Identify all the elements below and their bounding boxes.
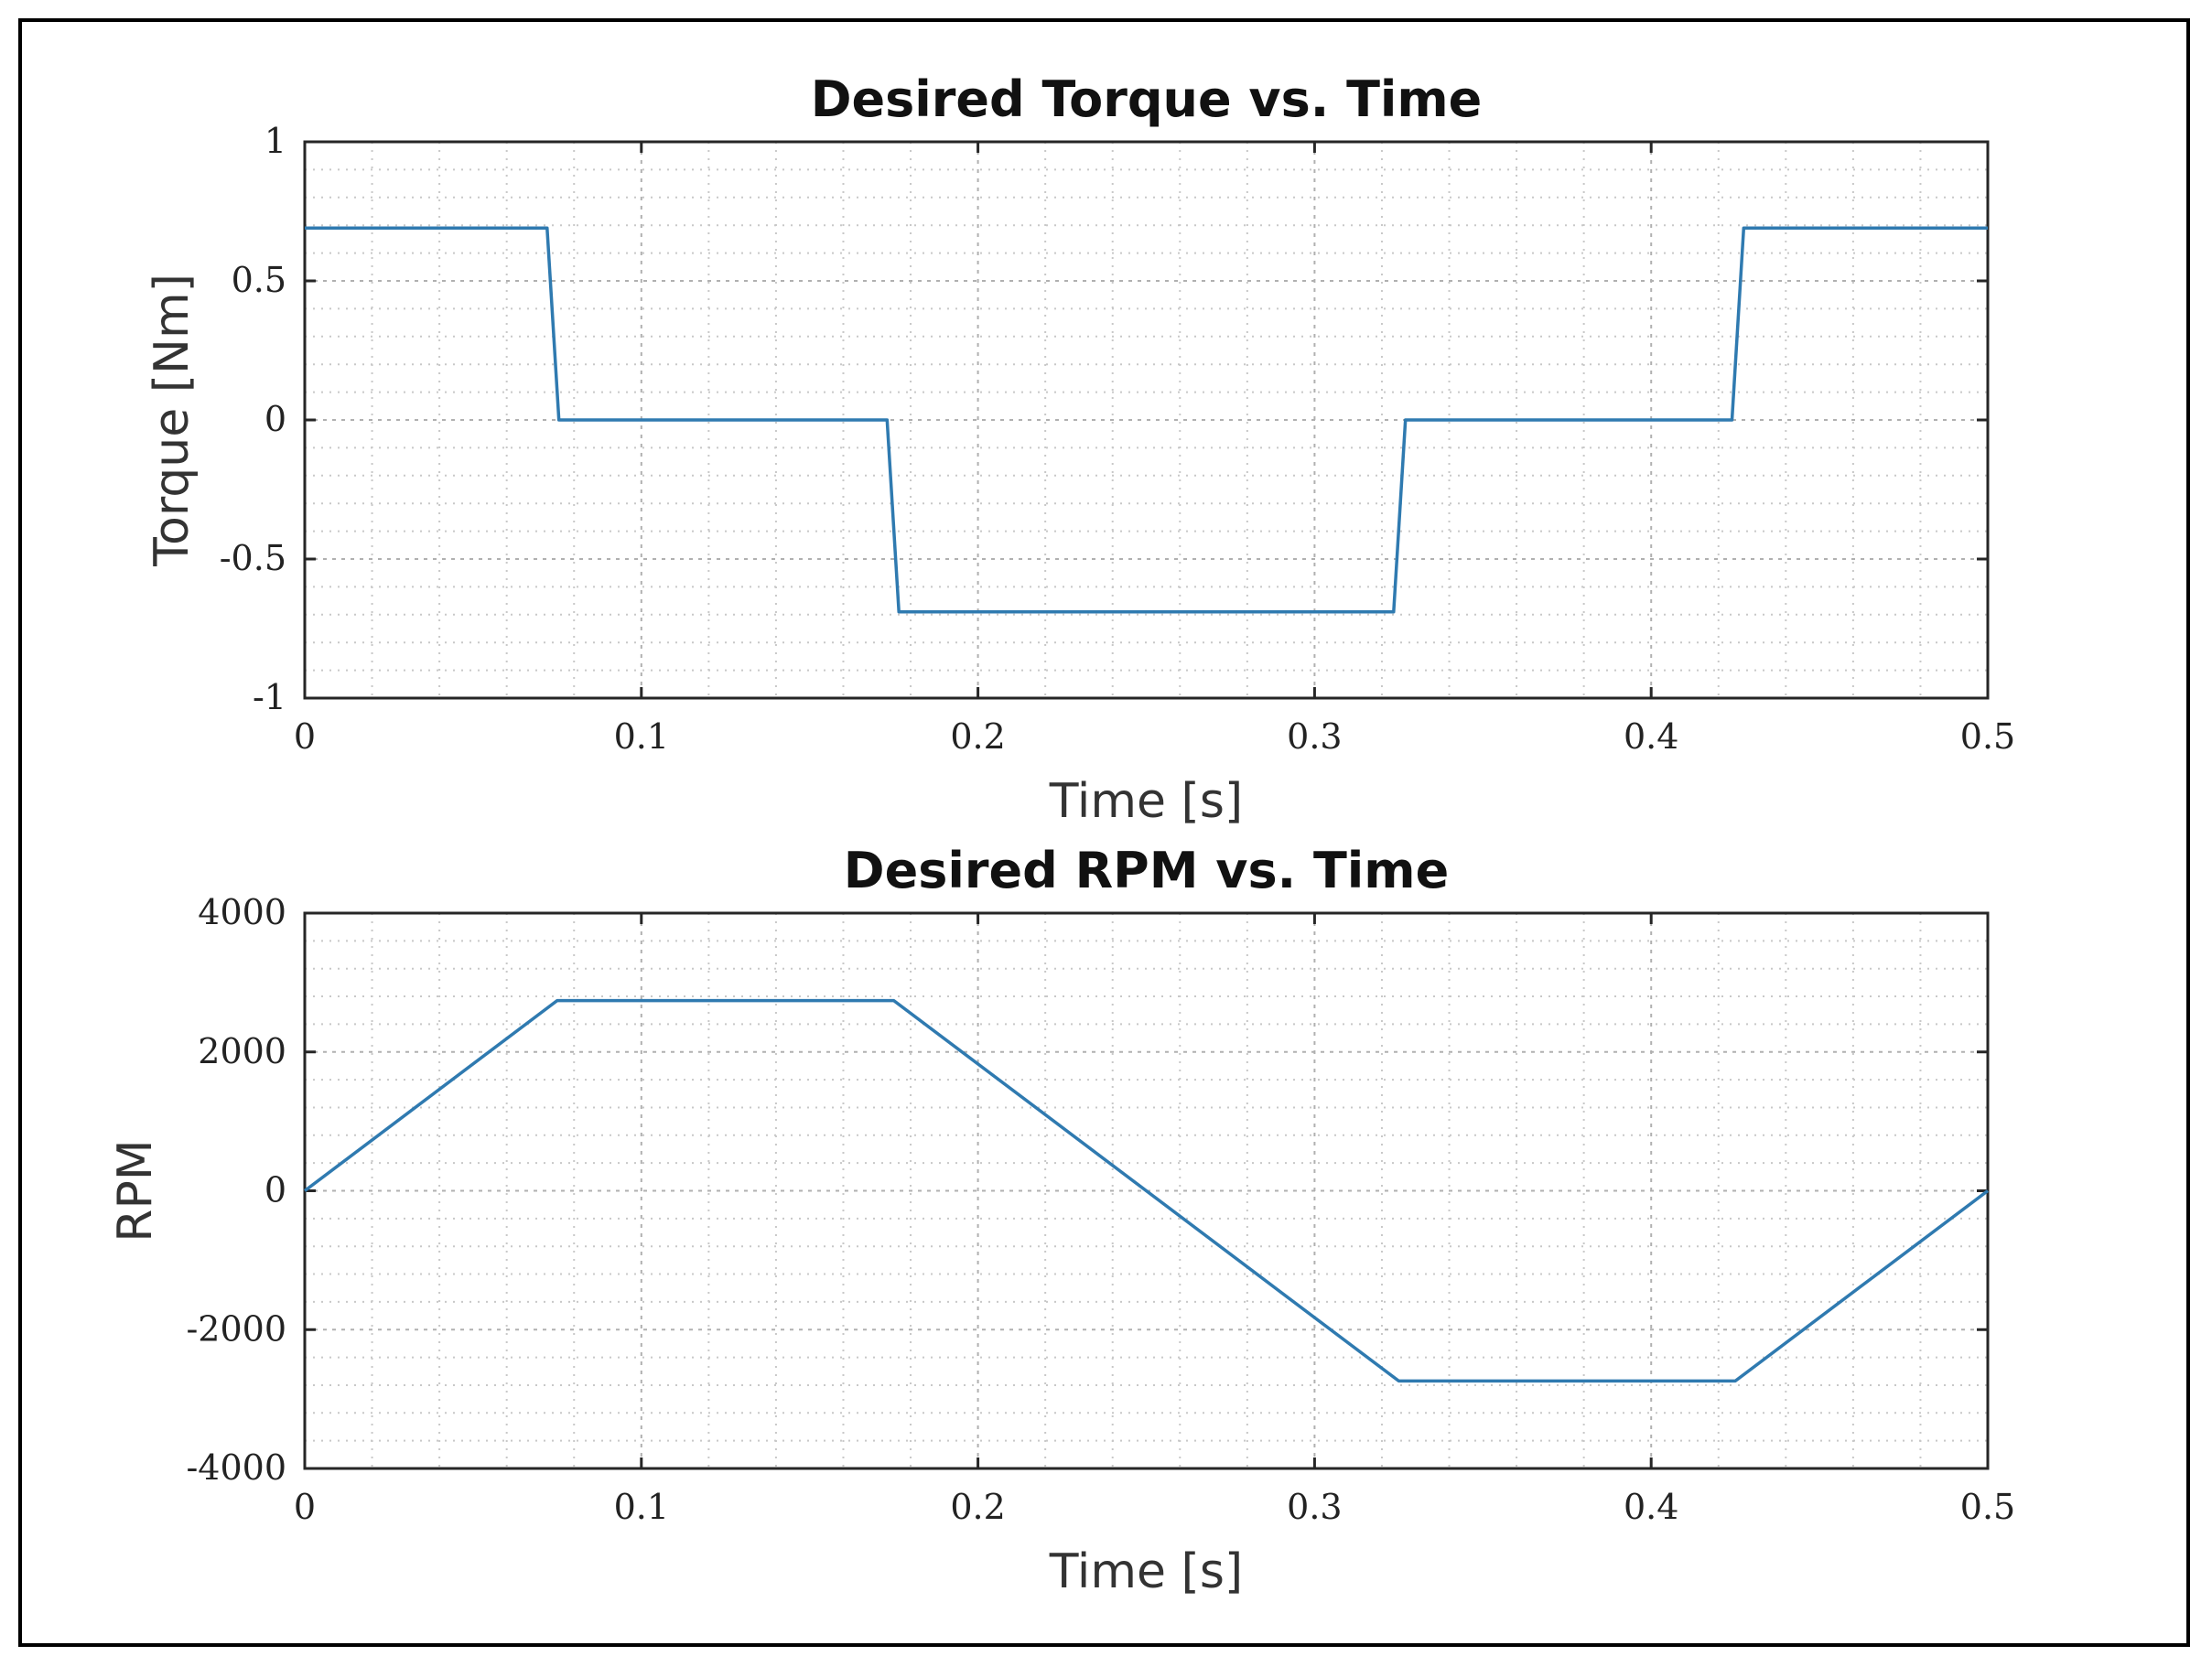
torque-series-line xyxy=(305,226,1988,614)
torque-ytick-label: -1 xyxy=(253,677,286,717)
rpm-ytick-label: 4000 xyxy=(198,892,286,932)
rpm-xtick-label: 0 xyxy=(294,1487,316,1527)
rpm-xtick-label: 0.2 xyxy=(950,1487,1005,1527)
rpm-ytick-label: 0 xyxy=(264,1170,286,1210)
rpm-major-grid xyxy=(305,913,1988,1468)
rpm-series-line xyxy=(303,998,1990,1383)
torque-xtick-label: 0.3 xyxy=(1287,716,1342,757)
torque-xtick-label: 0.2 xyxy=(950,716,1005,757)
rpm-ytick-label: -2000 xyxy=(186,1308,286,1349)
torque-y-axis-label: Torque [Nm] xyxy=(145,274,200,567)
rpm-chart: 0 0.1 0.2 0.3 0.4 0.5 -4000 -2000 0 2000 4000 Desir… xyxy=(108,842,2015,1599)
torque-x-axis-label: Time [s] xyxy=(1049,774,1243,829)
rpm-minor-grid xyxy=(305,913,1988,1468)
torque-chart-title: Desired Torque vs. Time xyxy=(811,70,1483,128)
torque-xtick-label: 0.5 xyxy=(1960,716,2015,757)
rpm-y-axis-label: RPM xyxy=(108,1139,163,1242)
torque-xtick-label: 0.4 xyxy=(1624,716,1678,757)
rpm-chart-title: Desired RPM vs. Time xyxy=(844,842,1449,899)
torque-minor-grid xyxy=(305,142,1988,698)
rpm-ytick-label: -4000 xyxy=(186,1447,286,1488)
rpm-xtick-label: 0.5 xyxy=(1960,1487,2015,1527)
rpm-xtick-label: 0.3 xyxy=(1287,1487,1342,1527)
torque-ytick-label: 1 xyxy=(264,121,286,161)
figure-frame xyxy=(18,18,2190,1647)
rpm-xtick-label: 0.4 xyxy=(1624,1487,1678,1527)
torque-ytick-label: 0 xyxy=(264,399,286,439)
torque-ytick-label: -0.5 xyxy=(220,538,286,578)
torque-xtick-label: 0 xyxy=(294,716,316,757)
rpm-x-axis-label: Time [s] xyxy=(1049,1544,1243,1599)
rpm-xtick-label: 0.1 xyxy=(614,1487,669,1527)
torque-xtick-label: 0.1 xyxy=(614,716,669,757)
rpm-ytick-label: 2000 xyxy=(198,1031,286,1071)
torque-ytick-label: 0.5 xyxy=(232,260,286,300)
torque-chart: 0 0.1 0.2 0.3 0.4 0.5 -1 -0.5 0 0.5 1 Desired Torqu… xyxy=(145,70,2015,829)
